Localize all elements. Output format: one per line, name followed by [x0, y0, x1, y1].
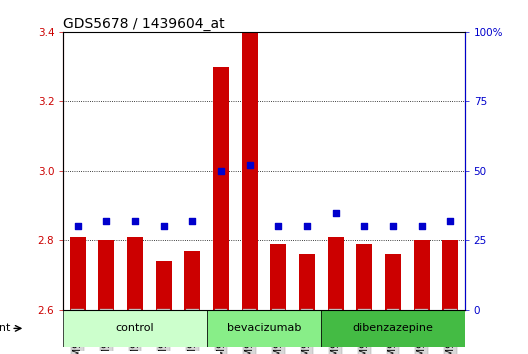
Text: GSM967865: GSM967865 [302, 310, 312, 354]
Point [217, 168, 225, 174]
Text: GSM967861: GSM967861 [445, 310, 455, 354]
Text: GSM967859: GSM967859 [388, 310, 398, 354]
Text: GSM967858: GSM967858 [360, 310, 369, 354]
Text: dibenzazepine: dibenzazepine [353, 324, 433, 333]
Point [446, 218, 455, 224]
Point [332, 210, 340, 215]
Bar [206, 310, 322, 347]
Bar [79, 350, 220, 354]
Bar [98, 240, 114, 310]
Bar [63, 310, 206, 347]
Text: GSM967864: GSM967864 [274, 310, 284, 354]
Bar [127, 237, 143, 310]
Point [73, 224, 82, 229]
Text: agent: agent [0, 324, 11, 333]
Text: GSM967863: GSM967863 [244, 310, 254, 354]
Text: GSM967857: GSM967857 [331, 310, 341, 354]
Point [246, 162, 254, 168]
Text: GDS5678 / 1439604_at: GDS5678 / 1439604_at [63, 17, 225, 31]
Text: GSM967856: GSM967856 [187, 310, 197, 354]
Point [188, 218, 196, 224]
Bar [156, 261, 172, 310]
Bar [414, 240, 430, 310]
Text: control: control [116, 324, 154, 333]
Point [418, 224, 426, 229]
Bar [442, 240, 458, 310]
Bar [322, 310, 465, 347]
Text: GSM967855: GSM967855 [159, 310, 168, 354]
Bar [184, 251, 200, 310]
Bar [299, 254, 315, 310]
Point [303, 224, 311, 229]
Bar [213, 67, 229, 310]
Point [131, 218, 139, 224]
Text: GSM967860: GSM967860 [417, 310, 427, 354]
Text: GSM967862: GSM967862 [216, 310, 226, 354]
Point [274, 224, 282, 229]
Bar [270, 244, 286, 310]
Bar [356, 244, 372, 310]
Text: GSM967853: GSM967853 [101, 310, 111, 354]
Point [102, 218, 110, 224]
Text: GSM967852: GSM967852 [73, 310, 83, 354]
Bar [242, 32, 258, 310]
Text: bevacizumab: bevacizumab [227, 324, 301, 333]
Bar [385, 254, 401, 310]
Point [159, 224, 168, 229]
Bar [328, 237, 344, 310]
Point [360, 224, 369, 229]
Point [389, 224, 397, 229]
Text: GSM967854: GSM967854 [130, 310, 140, 354]
Bar [70, 237, 86, 310]
